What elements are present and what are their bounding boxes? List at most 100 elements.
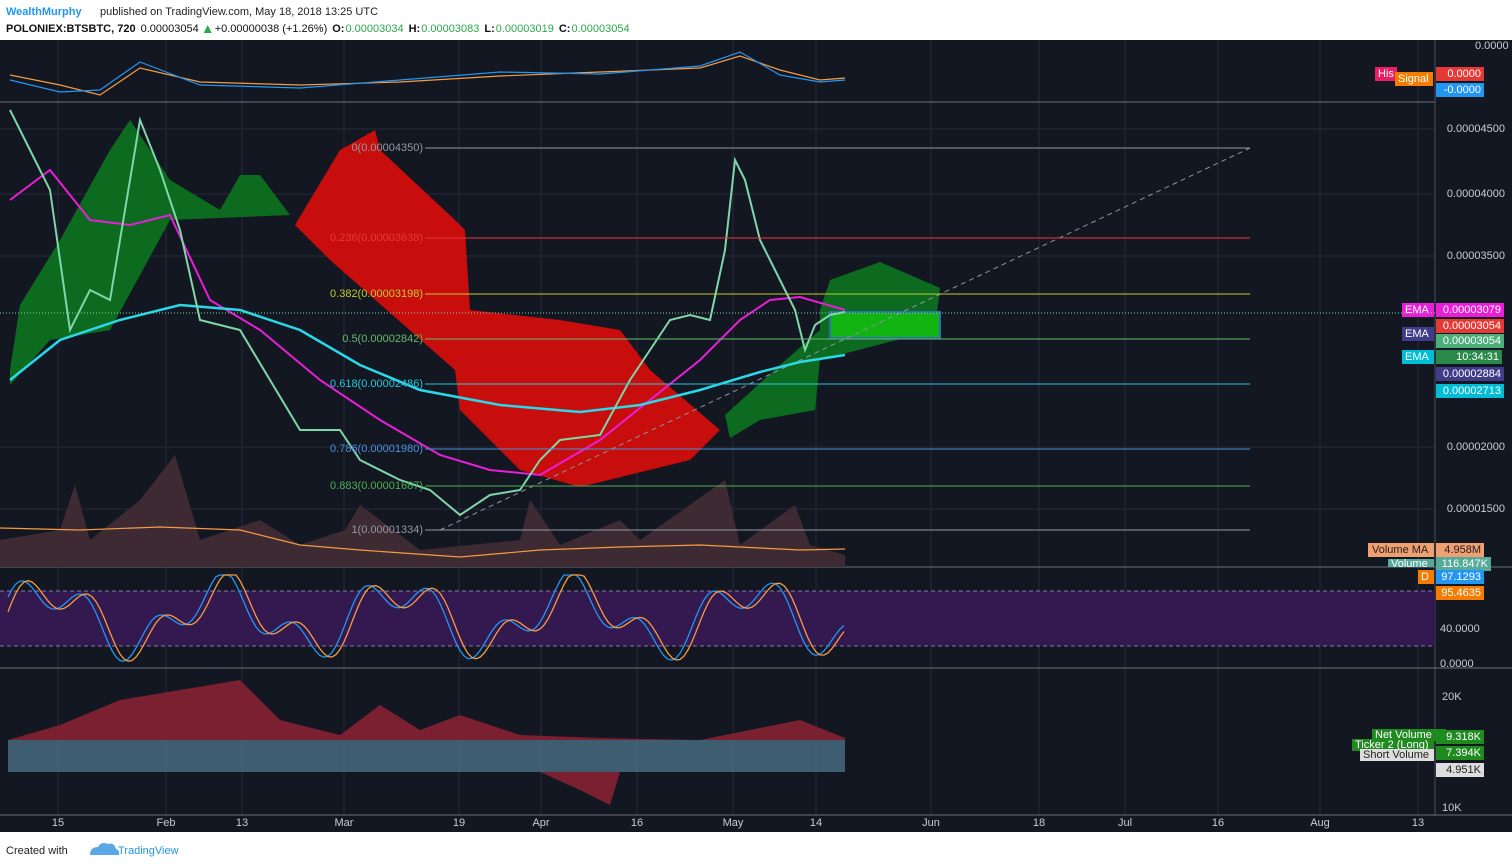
x-tick-label: Aug — [1310, 817, 1330, 829]
tag-bg — [1368, 543, 1434, 557]
high: 0.00003083 — [421, 23, 479, 35]
x-tick-label: Apr — [532, 817, 549, 829]
tag-bg — [1352, 739, 1434, 751]
net-volume-bars — [540, 772, 620, 805]
volume-ma — [0, 526, 846, 558]
x-tick-label: Jun — [922, 817, 940, 829]
price-line — [9, 109, 846, 517]
low: 0.00003019 — [496, 23, 554, 35]
stoch-k — [7, 574, 845, 662]
x-tick-label: Mar — [335, 817, 354, 829]
price-tag-value-bg — [1436, 319, 1504, 333]
x-tick-label: 18 — [1033, 817, 1045, 829]
stoch-tag-value-bg — [1436, 570, 1484, 584]
footer-bg — [0, 832, 1512, 868]
tag-bg — [1375, 67, 1397, 81]
fib-label: 0.236(0.00003638) — [330, 232, 423, 244]
stoch-tag-value: 97.1293 — [1441, 571, 1481, 583]
price-tag-label: EMA — [1405, 328, 1430, 340]
tag-bg — [1395, 72, 1433, 86]
symbol: POLONIEX:BTSBTC, 720 — [6, 23, 136, 35]
target-box — [829, 311, 941, 339]
netvol-tick-label: 10K — [1442, 802, 1462, 814]
price-tag-value-bg — [1436, 303, 1504, 317]
close-label: C: — [559, 23, 571, 35]
x-tick-label: 13 — [236, 817, 248, 829]
stoch-tick-label: 40.0000 — [1440, 623, 1480, 635]
tag-bg — [1402, 327, 1434, 341]
fib-label: 0.382(0.00003198) — [330, 288, 423, 300]
low-label: L: — [484, 23, 494, 35]
macd-tag-value: 0.0000 — [1447, 68, 1481, 80]
tradingview-logo — [90, 843, 120, 855]
x-tick-label: 16 — [631, 817, 643, 829]
macd-line — [9, 51, 846, 93]
change: +0.00000038 (+1.26%) — [215, 23, 328, 35]
tag-bg — [1418, 570, 1434, 584]
volume-tag-value: 4.958M — [1444, 544, 1481, 556]
netvol-tag-label: Ticker 2 (Long) — [1355, 739, 1429, 751]
footer-brand: TradingView — [118, 845, 179, 857]
netvol-tag-value-bg — [1436, 746, 1484, 760]
netvol-tag-value: 9.318K — [1446, 731, 1482, 743]
price-tag-value-bg — [1436, 367, 1504, 381]
net-volume-area — [8, 740, 845, 772]
price-tag-value-bg — [1436, 384, 1504, 398]
price-tag-label: EMA — [1405, 351, 1430, 363]
fib-label: 1(0.00001334) — [351, 524, 423, 536]
netvol-tag-value: 4.951K — [1446, 764, 1482, 776]
netvol-tag-value-bg — [1436, 730, 1484, 744]
stoch-d — [7, 574, 845, 662]
stoch-band — [0, 591, 1435, 646]
price-tag-value: 0.00003079 — [1443, 304, 1501, 316]
macd-tick-label: 0.0000 — [1475, 40, 1509, 52]
volume-tag-value-bg — [1436, 543, 1484, 557]
price-tag-value-bg — [1436, 334, 1504, 348]
stoch-tick-label: 0.0000 — [1440, 658, 1474, 670]
macd-tag-label: Signal — [1398, 73, 1429, 85]
netvol-tag-value: 7.394K — [1446, 747, 1482, 759]
x-tick-label: May — [723, 817, 744, 829]
price-tag-value: 10:34:31 — [1456, 351, 1499, 363]
stoch-tag-value: 95.4635 — [1441, 587, 1481, 599]
footer-created: Created with — [6, 845, 68, 857]
ichimoku-cloud-green — [10, 120, 290, 385]
macd-tag-value-bg — [1436, 83, 1484, 97]
price-tag-label: EMA — [1405, 304, 1430, 316]
high-label: H: — [409, 23, 421, 35]
volume-tag-value: 116.847K — [1442, 558, 1489, 570]
macd-signal — [9, 55, 846, 96]
x-tick-label: 16 — [1212, 817, 1224, 829]
price-tick-label: 0.00001500 — [1447, 503, 1505, 515]
x-tick-label: Jul — [1118, 817, 1132, 829]
fib-label: 0.786(0.00001980) — [330, 443, 423, 455]
published: published on TradingView.com, May 18, 20… — [100, 6, 378, 18]
x-tick-label: 13 — [1412, 817, 1424, 829]
tag-bg — [1360, 749, 1434, 761]
x-tick-label: 19 — [453, 817, 465, 829]
x-tick-label: 15 — [52, 817, 64, 829]
ema-cyan — [9, 303, 846, 414]
open: 0.00003034 — [345, 23, 403, 35]
price: 0.00003054 — [141, 23, 199, 35]
fib-label: 0.618(0.00002486) — [330, 378, 423, 390]
price-tag-value-bg — [1436, 350, 1502, 364]
close: 0.00003054 — [571, 23, 629, 35]
price-tag-value: 0.00003054 — [1443, 335, 1501, 347]
header-bg — [0, 0, 1512, 40]
stoch-tag-value-bg — [1436, 586, 1484, 600]
ichimoku-cloud-red — [295, 130, 720, 487]
tag-bg — [1372, 729, 1446, 741]
stoch-tag-label: D — [1421, 571, 1429, 583]
x-tick-label: 14 — [810, 817, 822, 829]
ichimoku-cloud-green — [725, 262, 940, 438]
net-volume-bars — [8, 680, 845, 740]
volume-tag-label: Volume — [1391, 558, 1428, 570]
macd-tag-value-bg — [1436, 67, 1484, 81]
macd-tag-label: His — [1378, 68, 1394, 80]
tag-bg — [1388, 559, 1434, 567]
netvol-tag-label: Net Volume — [1375, 729, 1432, 741]
netvol-tag-value-bg — [1436, 763, 1484, 777]
netvol-tag-label: Short Volume — [1363, 749, 1429, 761]
